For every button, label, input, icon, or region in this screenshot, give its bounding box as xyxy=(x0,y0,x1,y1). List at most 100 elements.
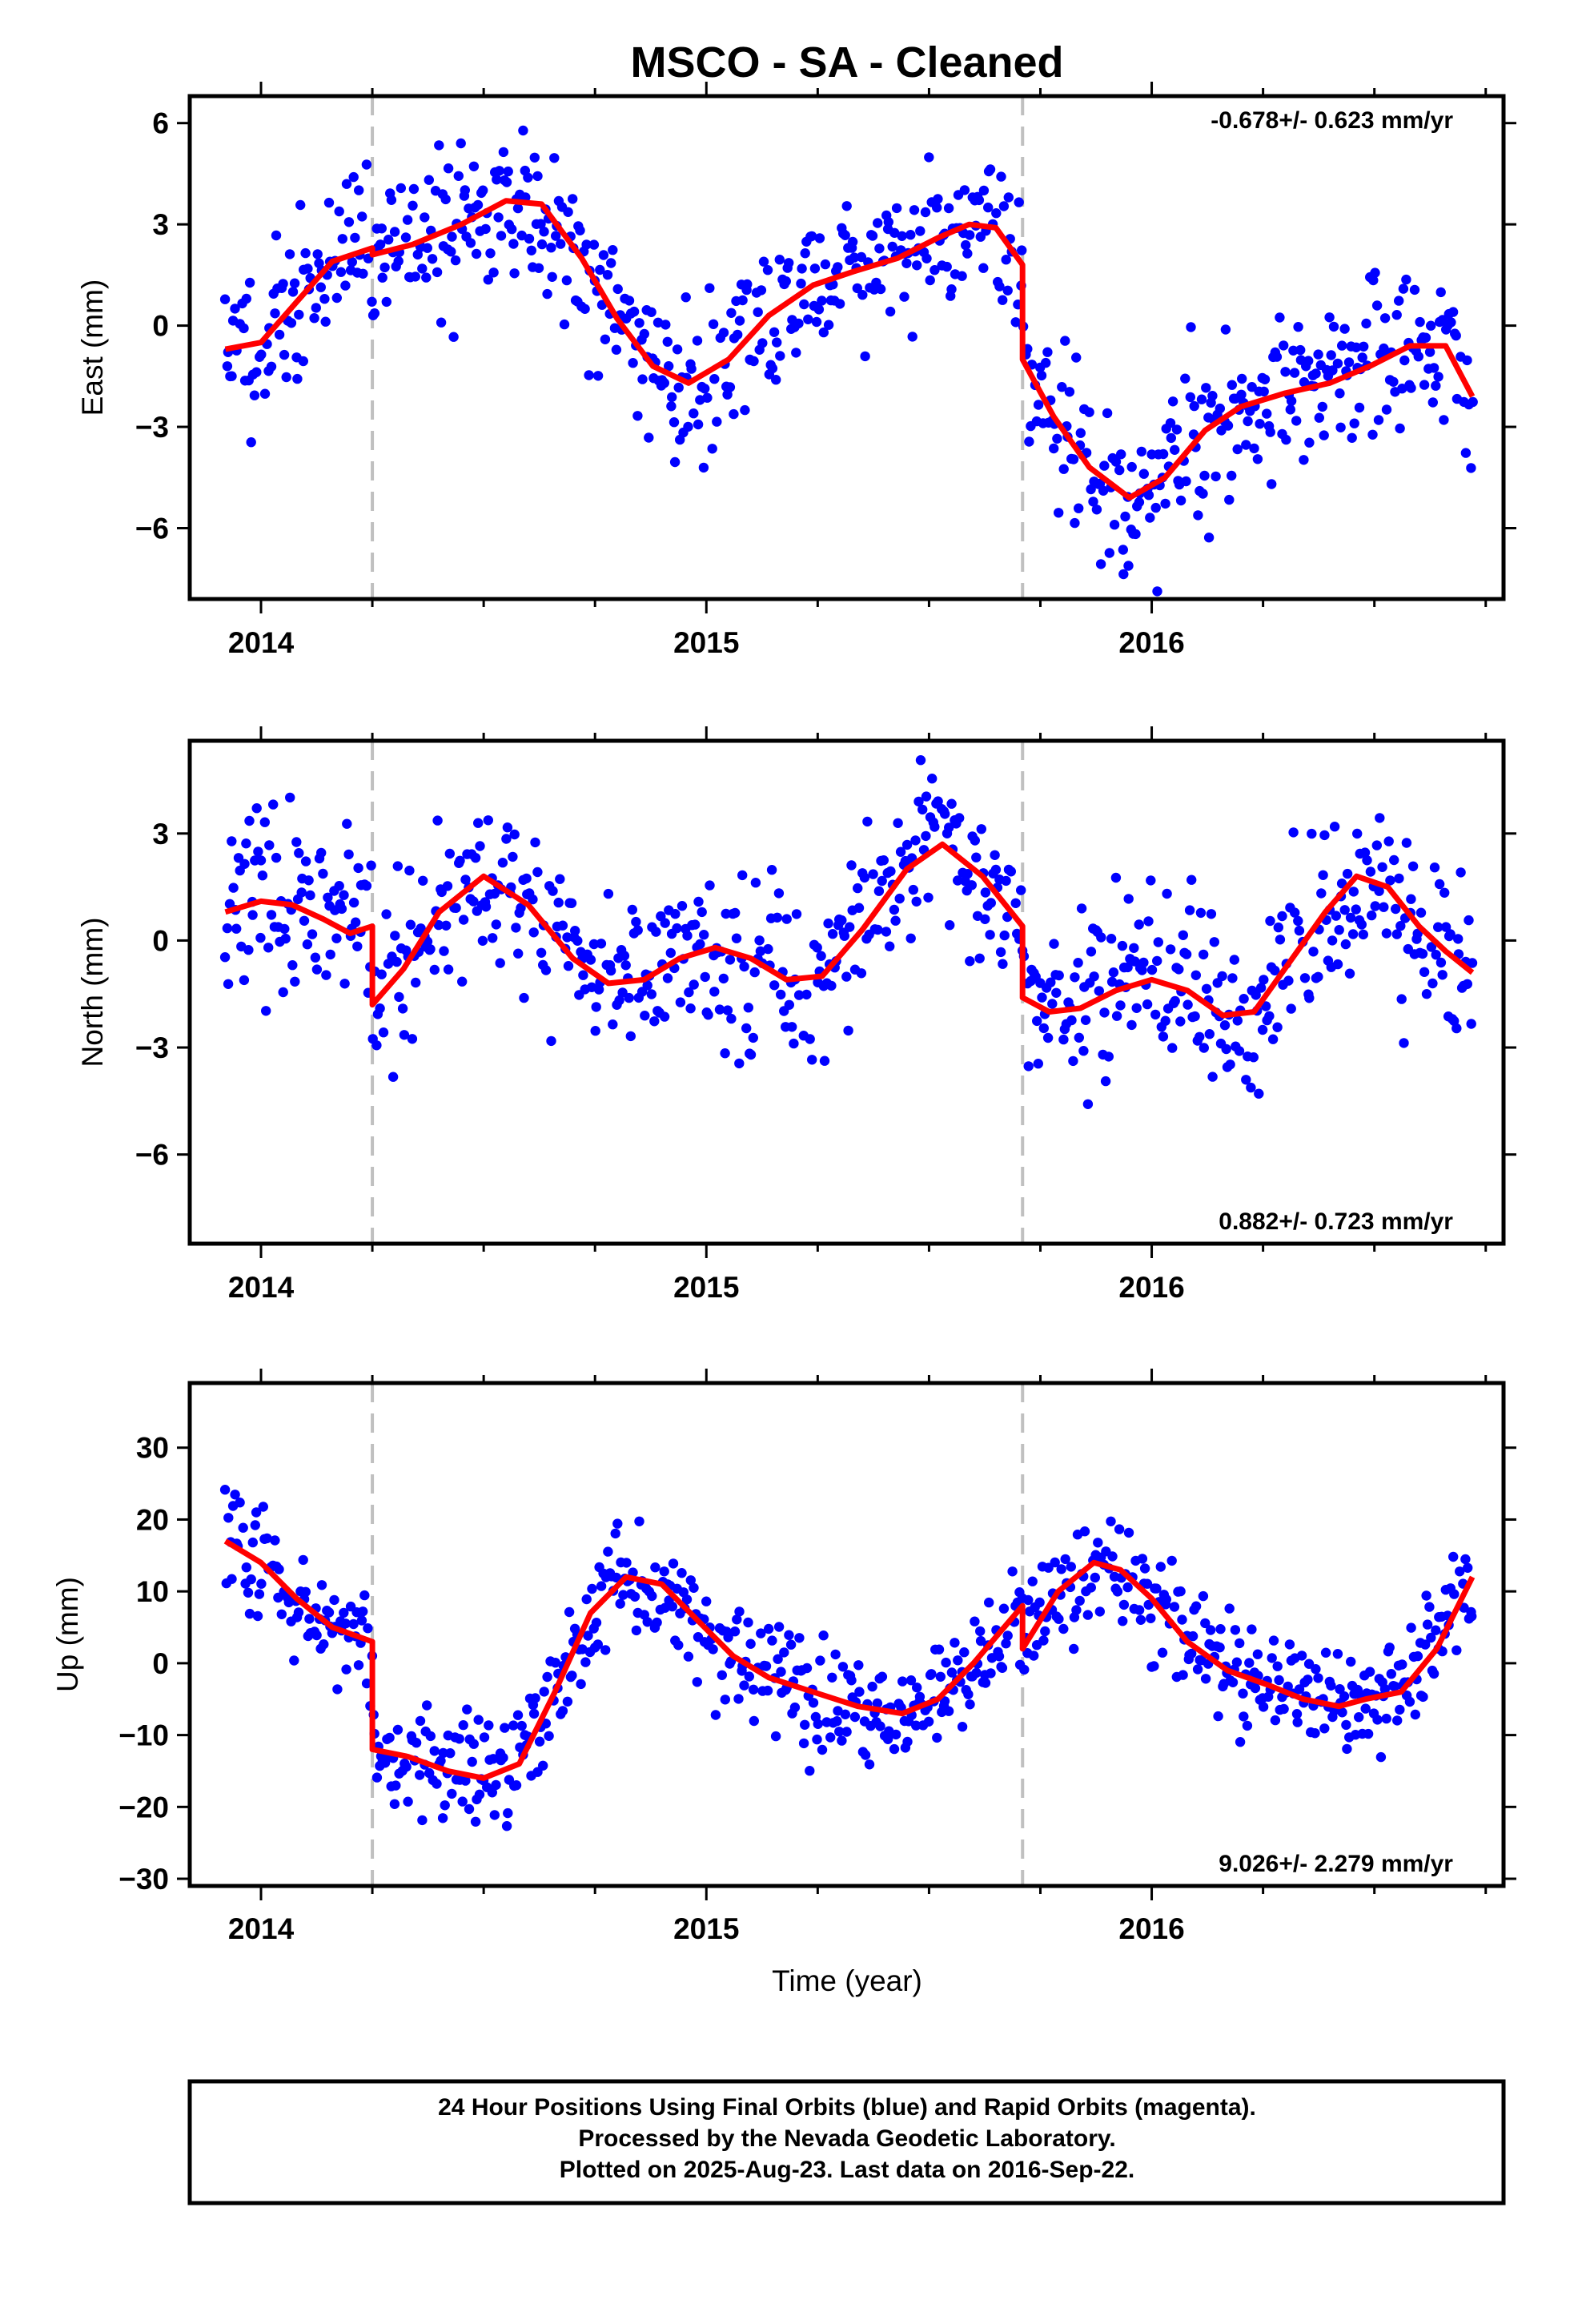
data-point xyxy=(827,1672,837,1683)
data-point xyxy=(1204,1029,1215,1039)
data-point xyxy=(789,1038,799,1049)
data-point xyxy=(1451,330,1461,341)
data-point xyxy=(1285,404,1296,415)
data-point xyxy=(536,947,547,959)
data-point xyxy=(1447,307,1459,317)
data-point xyxy=(1248,1052,1259,1063)
data-point xyxy=(1175,1016,1186,1027)
data-point xyxy=(1090,1572,1101,1583)
data-point xyxy=(1056,1564,1066,1574)
data-point xyxy=(1272,1022,1283,1032)
data-point xyxy=(1295,344,1306,356)
data-point xyxy=(397,1003,408,1014)
data-point xyxy=(247,910,258,920)
data-point xyxy=(511,1780,522,1791)
data-point xyxy=(1246,1082,1256,1093)
data-point xyxy=(259,817,270,827)
data-point xyxy=(539,227,549,237)
data-point xyxy=(296,887,307,898)
data-point xyxy=(1118,1616,1128,1626)
data-point xyxy=(749,356,759,367)
data-point xyxy=(1029,1651,1039,1661)
data-point xyxy=(483,815,493,826)
data-point xyxy=(646,307,656,317)
data-point xyxy=(995,947,1006,958)
data-point xyxy=(843,1025,853,1036)
data-point xyxy=(705,880,715,891)
data-point xyxy=(1415,316,1425,328)
data-point xyxy=(837,1735,847,1746)
data-point xyxy=(1162,888,1172,899)
data-point xyxy=(827,929,838,939)
data-point xyxy=(1360,1703,1371,1714)
data-point xyxy=(998,295,1008,305)
data-point xyxy=(812,943,822,953)
data-point xyxy=(417,1815,428,1826)
data-point xyxy=(1070,972,1080,983)
data-point xyxy=(1126,1019,1137,1031)
data-point xyxy=(693,419,704,430)
data-point xyxy=(1086,947,1097,957)
data-point xyxy=(381,909,391,919)
data-point xyxy=(905,933,916,944)
data-point xyxy=(672,344,683,355)
data-point xyxy=(1424,347,1435,357)
data-point xyxy=(806,231,817,242)
data-point xyxy=(1002,285,1013,296)
data-point xyxy=(1238,1688,1248,1699)
data-point xyxy=(408,200,418,211)
data-point xyxy=(262,1533,272,1544)
data-point xyxy=(1252,454,1263,464)
data-point xyxy=(1079,1526,1090,1537)
data-point xyxy=(540,965,552,975)
data-point xyxy=(1370,901,1380,911)
data-point xyxy=(415,1770,425,1780)
data-point xyxy=(1123,561,1134,571)
data-point xyxy=(1290,907,1300,918)
data-point xyxy=(1142,999,1153,1010)
data-point xyxy=(1060,336,1070,346)
data-point xyxy=(662,973,673,983)
data-point xyxy=(501,177,512,187)
data-point xyxy=(1177,1614,1187,1625)
data-point xyxy=(781,276,791,287)
data-point xyxy=(762,265,773,275)
data-point xyxy=(1267,1653,1277,1663)
data-point xyxy=(875,1721,885,1731)
data-point xyxy=(1367,429,1378,440)
data-point xyxy=(731,933,742,943)
data-point xyxy=(489,1810,500,1820)
data-point xyxy=(910,835,921,846)
data-point xyxy=(598,250,609,260)
data-point xyxy=(823,918,833,929)
data-point xyxy=(1074,503,1084,513)
data-point xyxy=(1310,1728,1320,1739)
data-point xyxy=(894,893,905,904)
data-point xyxy=(1417,948,1428,959)
data-point xyxy=(467,1756,477,1767)
data-point xyxy=(361,159,372,170)
data-point xyxy=(230,1490,240,1500)
data-point xyxy=(1143,916,1154,927)
data-point xyxy=(1130,529,1141,540)
data-point xyxy=(1224,1603,1235,1614)
data-point xyxy=(1122,1582,1133,1593)
data-point xyxy=(1328,321,1339,332)
data-point xyxy=(1099,460,1110,471)
data-point xyxy=(1391,310,1402,320)
data-point xyxy=(785,1639,797,1650)
data-point xyxy=(737,870,748,881)
data-point xyxy=(646,989,656,999)
data-point xyxy=(669,417,680,428)
data-point xyxy=(708,319,719,329)
data-point xyxy=(1280,367,1291,377)
data-point xyxy=(980,1678,991,1688)
data-point xyxy=(602,270,613,280)
data-point xyxy=(1017,245,1027,255)
data-point xyxy=(557,920,568,931)
data-point xyxy=(279,349,290,360)
data-point xyxy=(523,172,533,183)
data-point xyxy=(353,862,363,874)
data-point xyxy=(264,840,275,850)
data-point xyxy=(1294,925,1305,936)
